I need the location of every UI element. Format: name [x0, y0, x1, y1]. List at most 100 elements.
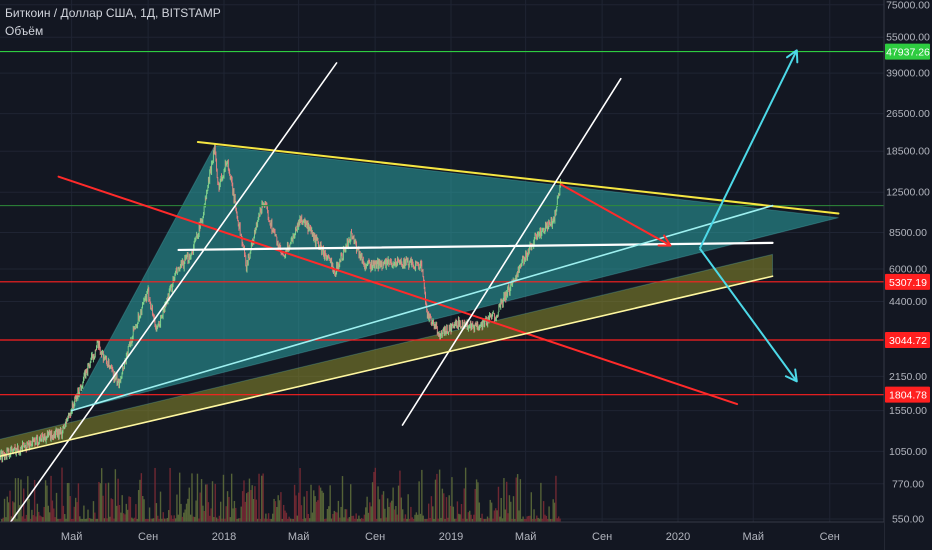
volume-bar-63: [87, 509, 89, 522]
volume-bar-201: [276, 507, 278, 522]
volume-bar-379: [519, 479, 522, 522]
volume-bar-217: [298, 492, 300, 522]
volume-bar-361: [495, 508, 497, 522]
volume-bar-370: [507, 513, 509, 522]
volume-bar-18: [25, 514, 28, 522]
volume-bar-253: [347, 518, 349, 522]
volume-bar-198: [272, 513, 274, 522]
volume-bar-335: [459, 514, 461, 522]
volume-bar-90: [124, 514, 126, 522]
volume-bar-45: [62, 505, 65, 522]
volume-bar-350: [479, 517, 482, 522]
volume-bar-47: [65, 518, 67, 522]
volume-bar-328: [449, 505, 452, 522]
volume-bar-147: [202, 505, 204, 522]
volume-bar-40: [55, 492, 58, 522]
volume-bar-139: [191, 473, 193, 522]
volume-bar-375: [514, 518, 516, 522]
volume-bar-21: [29, 518, 32, 522]
volume-bar-299: [410, 506, 412, 522]
volume-bar-46: [64, 514, 66, 522]
volume-bar-373: [511, 519, 513, 522]
volume-bar-399: [547, 519, 549, 522]
volume-bar-101: [139, 479, 141, 522]
chart-legend: Биткоин / Доллар США, 1Д, BITSTAMP Объём: [5, 4, 221, 40]
x-tick-label-3: Май: [288, 531, 310, 543]
volume-bar-30: [42, 517, 44, 522]
arrow-head-1: [785, 49, 799, 64]
volume-bar-238: [326, 508, 329, 522]
volume-bar-263: [360, 517, 363, 522]
volume-bar-94: [129, 496, 132, 522]
volume-bar-363: [497, 486, 500, 522]
volume-bar-14: [20, 479, 22, 522]
volume-bar-246: [337, 500, 340, 522]
volume-bar-247: [339, 517, 341, 522]
volume-bar-232: [318, 485, 320, 522]
volume-bar-295: [404, 514, 407, 522]
volume-bar-385: [527, 515, 530, 522]
volume-bar-336: [460, 503, 463, 522]
volume-bar-347: [475, 479, 478, 522]
volume-bar-29: [40, 516, 43, 522]
volume-bar-303: [415, 512, 418, 522]
volume-bar-185: [254, 486, 256, 522]
volume-bar-143: [196, 473, 199, 522]
volume-bar-6: [9, 490, 11, 522]
trend-line-1: [57, 175, 739, 406]
volume-bar-158: [217, 519, 219, 522]
volume-bar-156: [214, 483, 216, 522]
volume-bar-196: [269, 518, 271, 522]
volume-bar-290: [397, 485, 400, 522]
price-labels-layer: 47937.26 5307.19 3044.72 1804.78: [885, 43, 930, 403]
volume-bar-93: [128, 496, 130, 522]
volume-bar-239: [328, 506, 330, 522]
volume-bar-68: [94, 512, 96, 522]
volume-bar-388: [531, 518, 534, 522]
volume-bar-367: [503, 478, 505, 522]
volume-bar-351: [481, 513, 483, 522]
y-tick-label-0: 75000.00: [886, 0, 930, 11]
volume-bar-228: [313, 490, 315, 522]
y-tick-label-6: 8500.00: [889, 227, 927, 239]
volume-bar-277: [380, 518, 382, 522]
volume-bar-184: [252, 499, 255, 522]
volume-bar-77: [106, 518, 108, 522]
arrow-head-0: [657, 234, 672, 247]
volume-bar-364: [499, 516, 501, 522]
volume-bar-167: [229, 517, 231, 522]
volume-bar-271: [371, 482, 374, 522]
volume-bar-20: [28, 498, 30, 522]
volume-bar-208: [285, 512, 288, 522]
volume-bar-226: [310, 484, 312, 522]
volume-bar-164: [225, 506, 227, 522]
volume-bar-390: [534, 518, 537, 522]
volume-bar-100: [137, 490, 140, 522]
volume-bar-67: [92, 501, 95, 522]
volume-bar-213: [292, 519, 294, 522]
volume-bar-2: [3, 498, 6, 522]
volume-bar-65: [90, 518, 92, 522]
volume-bar-383: [525, 518, 527, 522]
volume-bar-97: [133, 517, 136, 522]
volume-bar-371: [508, 495, 511, 522]
volume-bar-315: [432, 506, 434, 522]
volume-bar-273: [374, 467, 377, 522]
volume-bar-234: [321, 490, 323, 522]
volume-bar-240: [329, 485, 331, 522]
volume-bar-394: [540, 482, 542, 522]
volume-bar-59: [81, 519, 84, 522]
volume-bar-218: [299, 468, 301, 522]
shape-triangle-0: [70, 145, 839, 412]
volume-bar-189: [259, 518, 262, 522]
volume-bar-118: [162, 512, 164, 522]
volume-bar-183: [251, 485, 253, 522]
volume-bar-323: [443, 493, 445, 522]
volume-bar-175: [240, 506, 242, 522]
volume-bar-338: [463, 488, 465, 522]
price-level-badge-3: [885, 386, 930, 403]
volume-bar-135: [185, 503, 188, 522]
volume-bar-387: [530, 492, 533, 522]
volume-bar-278: [381, 494, 383, 522]
volume-bar-113: [155, 503, 158, 522]
